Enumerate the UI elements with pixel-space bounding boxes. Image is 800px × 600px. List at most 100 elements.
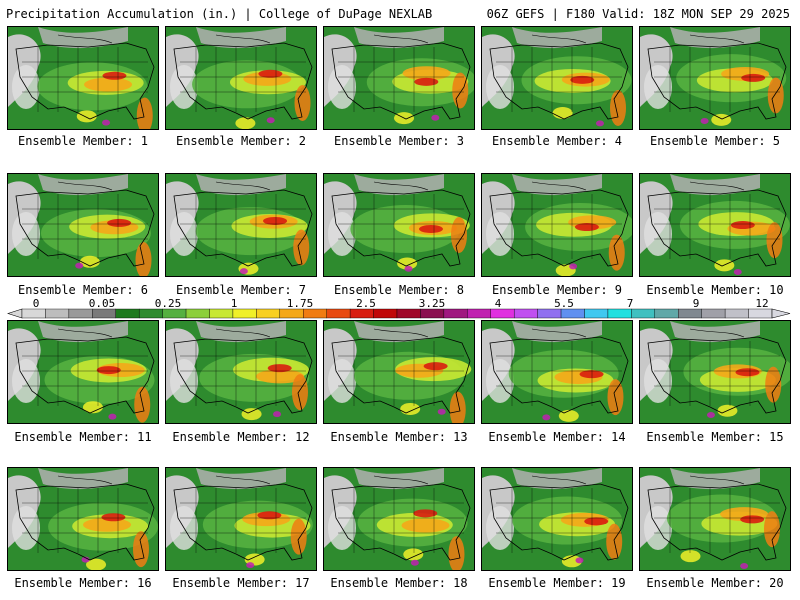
ensemble-member-label: Ensemble Member: 10	[646, 283, 784, 297]
ensemble-map-panel	[481, 467, 633, 571]
colorbar-segment	[45, 308, 70, 319]
precip-band-heavy	[84, 77, 133, 92]
colorbar-segment	[185, 308, 210, 319]
precip-core	[740, 515, 765, 524]
ensemble-member-label: Ensemble Member: 18	[330, 576, 468, 590]
colorbar-segment	[490, 308, 515, 319]
ensemble-member-label: Ensemble Member: 3	[333, 134, 465, 148]
colorbar-segment	[607, 308, 632, 319]
precip-core	[258, 69, 283, 78]
colorbar-segment	[326, 308, 351, 319]
precip-extreme	[75, 262, 84, 269]
colorbar-segment	[279, 308, 304, 319]
precip-extreme	[108, 413, 117, 420]
dry-area-north	[196, 468, 286, 490]
country-outline	[647, 336, 787, 414]
precip-band-heavy	[255, 369, 304, 384]
precip-extreme	[273, 411, 282, 418]
country-outline	[489, 336, 629, 414]
dry-area-north	[354, 321, 444, 343]
colorbar-segment	[560, 308, 585, 319]
precip-band-heavy	[83, 517, 132, 532]
precip-coastal	[610, 90, 627, 127]
great-lakes-outline	[373, 181, 429, 191]
colorbar-tick-label: 0	[32, 297, 40, 310]
precip-coastal	[765, 366, 782, 403]
ensemble-map-panel	[7, 26, 159, 130]
ensemble-map-panel	[7, 320, 159, 424]
great-lakes-outline	[531, 34, 587, 44]
precip-core	[584, 517, 609, 526]
dry-area-north	[670, 321, 760, 343]
precip-map	[166, 27, 316, 129]
colorbar-min-arrow	[7, 308, 23, 319]
dry-area-north	[670, 174, 760, 196]
precip-south	[711, 113, 732, 126]
great-lakes-outline	[215, 34, 271, 44]
precip-core	[257, 511, 282, 520]
page-title: Precipitation Accumulation (in.) | Colle…	[6, 7, 433, 21]
precip-map	[324, 27, 474, 129]
ensemble-map-panel	[165, 467, 317, 571]
great-lakes-outline	[689, 34, 745, 44]
great-lakes-outline	[57, 328, 113, 338]
ensemble-map-panel	[481, 320, 633, 424]
precip-map	[166, 468, 316, 570]
ensemble-member-label: Ensemble Member: 12	[172, 430, 310, 444]
precip-south	[86, 558, 107, 570]
ensemble-map-panel	[639, 173, 791, 277]
precip-coastal	[448, 536, 465, 570]
colorbar-tick-label: 0.25	[154, 297, 182, 310]
colorbar-segment	[420, 308, 445, 319]
precip-south	[76, 110, 97, 123]
precip-map	[8, 27, 158, 129]
country-outline	[331, 336, 471, 414]
ensemble-member-label: Ensemble Member: 14	[488, 430, 626, 444]
ensemble-member-label: Ensemble Member: 17	[172, 576, 310, 590]
dry-area-north	[38, 174, 128, 196]
colorbar-segment	[209, 308, 234, 319]
precip-extreme	[542, 414, 551, 421]
colorbar	[0, 296, 800, 322]
precip-extreme	[740, 562, 749, 569]
dry-area-north	[38, 321, 128, 343]
great-lakes-outline	[57, 34, 113, 44]
header: Precipitation Accumulation (in.) | Colle…	[0, 0, 800, 24]
country-outline	[173, 483, 313, 561]
colorbar-tick-label: 9	[692, 297, 700, 310]
precip-core	[741, 73, 766, 82]
colorbar-segment	[162, 308, 187, 319]
precip-extreme	[266, 117, 275, 124]
colorbar-segment	[443, 308, 468, 319]
great-lakes-outline	[373, 34, 429, 44]
precip-coastal	[608, 234, 625, 271]
dry-area-north	[196, 321, 286, 343]
precip-core	[735, 368, 760, 377]
ensemble-member-label: Ensemble Member: 13	[330, 430, 468, 444]
run-info: 06Z GEFS | F180 Valid: 18Z MON SEP 29 20…	[486, 7, 790, 21]
precip-map	[482, 174, 632, 276]
ensemble-map-panel	[323, 173, 475, 277]
colorbar-segment	[396, 308, 421, 319]
precip-coastal	[450, 217, 467, 254]
dry-area-north	[512, 468, 602, 490]
precip-map	[8, 321, 158, 423]
country-outline	[15, 483, 155, 561]
precip-coastal	[452, 72, 469, 109]
country-outline	[173, 336, 313, 414]
colorbar-tick-label: 1.75	[286, 297, 314, 310]
colorbar-graphic	[7, 308, 791, 319]
dry-area-north	[196, 174, 286, 196]
precip-south	[397, 257, 418, 270]
ensemble-member-label: Ensemble Member: 19	[488, 576, 626, 590]
precip-core	[413, 509, 438, 518]
precip-core	[414, 77, 439, 86]
precip-extreme	[404, 265, 413, 272]
precip-south	[400, 402, 421, 415]
precip-extreme	[700, 117, 709, 124]
colorbar-segment	[349, 308, 374, 319]
ensemble-map-panel	[639, 320, 791, 424]
precip-core	[570, 75, 595, 84]
colorbar-segment	[678, 308, 702, 319]
precip-extreme	[246, 562, 255, 569]
